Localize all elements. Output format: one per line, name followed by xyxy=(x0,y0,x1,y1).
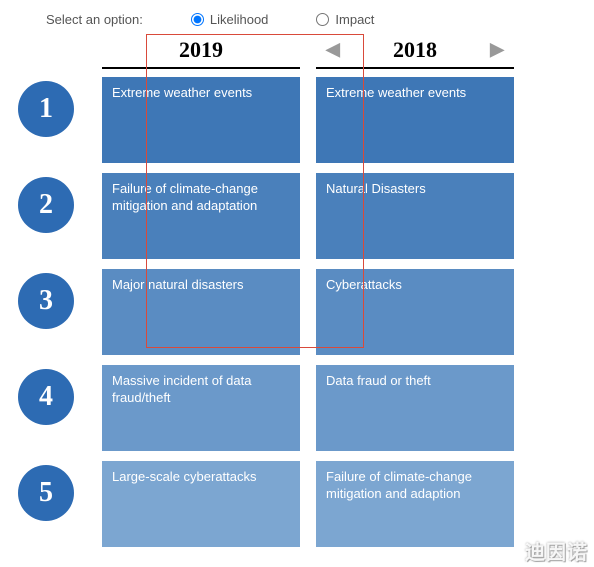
risk-cell-right: Data fraud or theft xyxy=(316,365,514,451)
rank-circle: 2 xyxy=(18,177,74,233)
rank-circle: 3 xyxy=(18,273,74,329)
rank-slot: 5 xyxy=(18,461,86,547)
risk-cell-right: Failure of climate-change mitigation and… xyxy=(316,461,514,547)
year-left-label: 2019 xyxy=(179,37,223,62)
risk-cell-left: Extreme weather events xyxy=(102,77,300,163)
option-selector: Select an option: Likelihood Impact xyxy=(18,12,576,27)
risk-cell-left: Failure of climate-change mitigation and… xyxy=(102,173,300,259)
risk-cell-left: Major natural disasters xyxy=(102,269,300,355)
option-likelihood-label: Likelihood xyxy=(210,12,269,27)
option-impact[interactable]: Impact xyxy=(316,12,374,27)
year-next-icon[interactable]: ▶ xyxy=(490,39,504,60)
radio-impact[interactable] xyxy=(316,13,329,26)
rank-circle: 1 xyxy=(18,81,74,137)
watermark: 迪因诺 xyxy=(525,536,588,565)
rank-circle: 5 xyxy=(18,465,74,521)
ranking-grid: 2019 ◀ 2018 ▶ xyxy=(18,37,576,77)
risk-cell-right: Natural Disasters xyxy=(316,173,514,259)
ranking-rows: 1 Extreme weather eventsExtreme weather e… xyxy=(18,77,576,557)
year-header-left: 2019 xyxy=(102,37,300,69)
rank-circle: 4 xyxy=(18,369,74,425)
year-header-right: ◀ 2018 ▶ xyxy=(316,37,514,69)
rank-slot: 3 xyxy=(18,269,86,355)
option-likelihood[interactable]: Likelihood xyxy=(191,12,269,27)
year-right-label: 2018 xyxy=(393,37,437,62)
rank-slot: 4 xyxy=(18,365,86,451)
rank-slot: 1 xyxy=(18,77,86,163)
risk-cell-left: Large-scale cyberattacks xyxy=(102,461,300,547)
year-prev-icon[interactable]: ◀ xyxy=(326,39,340,60)
risk-cell-right: Extreme weather events xyxy=(316,77,514,163)
radio-likelihood[interactable] xyxy=(191,13,204,26)
risk-cell-left: Massive incident of data fraud/theft xyxy=(102,365,300,451)
rank-slot: 2 xyxy=(18,173,86,259)
risk-cell-right: Cyberattacks xyxy=(316,269,514,355)
select-prompt: Select an option: xyxy=(46,12,143,27)
option-impact-label: Impact xyxy=(335,12,374,27)
